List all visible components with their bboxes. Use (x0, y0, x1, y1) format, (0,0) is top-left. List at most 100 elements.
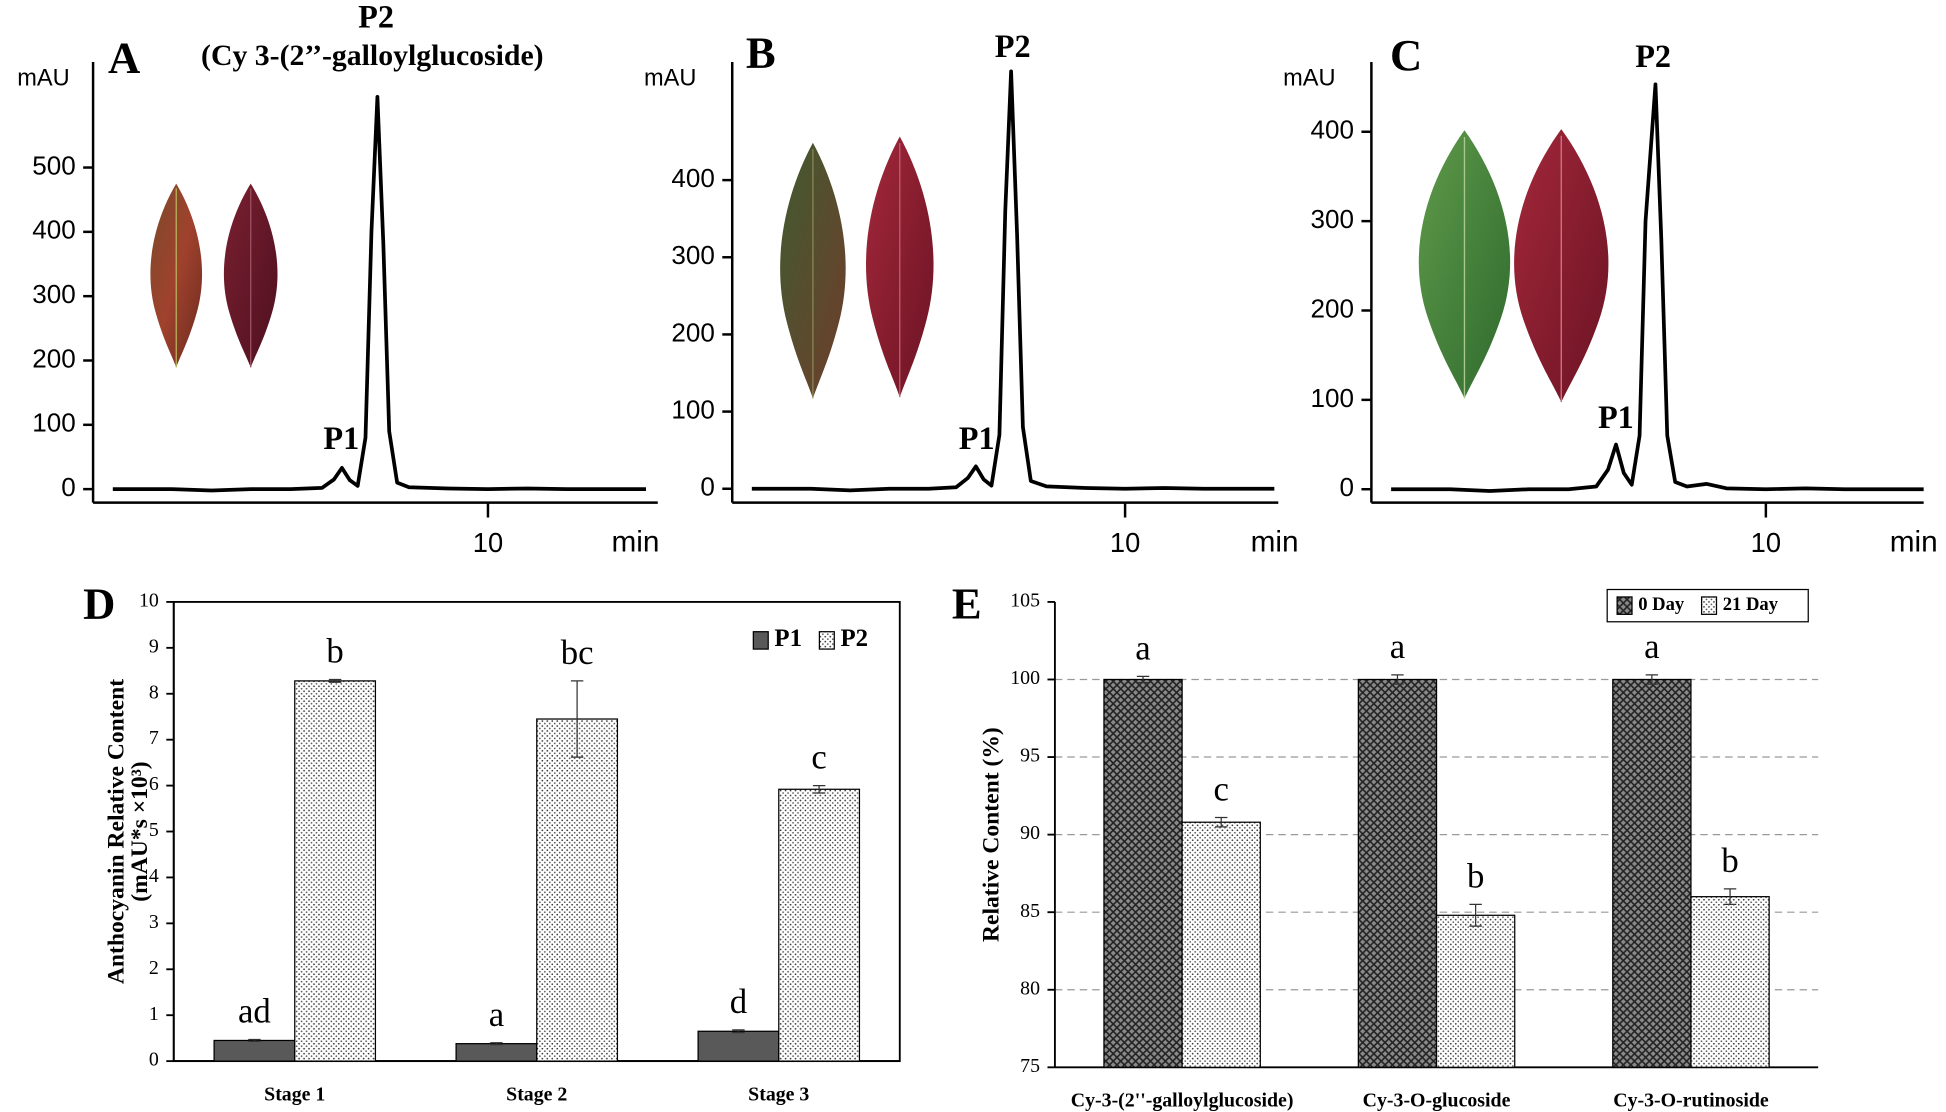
y-tick-label: 10 (139, 589, 159, 611)
y-tick-label: 1 (149, 1003, 159, 1025)
y-tick-label: 100 (671, 394, 714, 424)
significance-letter: a (1644, 627, 1659, 666)
significance-letter: ad (238, 992, 271, 1031)
significance-letter: c (1213, 770, 1228, 809)
y-tick-label: 75 (1020, 1055, 1040, 1077)
peak-label: P2 (358, 0, 394, 34)
significance-letter: d (730, 982, 747, 1021)
y-tick-label: 0 (61, 472, 76, 502)
error-bar (1723, 888, 1737, 906)
y-tick-label: 300 (671, 240, 714, 270)
significance-letter: b (326, 632, 343, 671)
x-axis-label: min (611, 525, 659, 558)
y-tick-label: 80 (1020, 977, 1040, 999)
error-bar (1391, 674, 1404, 685)
bar (1103, 678, 1183, 1068)
legend-label: 21 Day (1723, 594, 1779, 615)
y-tick-label: 2 (149, 957, 159, 979)
y-tick-label: 200 (1311, 293, 1354, 323)
bar (536, 718, 619, 1062)
y-tick-label: 95 (1020, 745, 1040, 767)
y-tick-label: 100 (32, 408, 75, 438)
panel-label: E (952, 578, 982, 628)
error-bar (812, 784, 826, 794)
leaf-photos (150, 129, 1609, 403)
y-axis-title: (mAU*s ×10³) (127, 761, 153, 901)
error-bar (732, 1029, 745, 1034)
significance-letter: b (1721, 841, 1738, 880)
y-axis-label: mAU (17, 65, 69, 91)
panel-label: A (108, 32, 140, 82)
legend-swatch (1616, 596, 1633, 615)
significance-letter: a (489, 995, 504, 1034)
y-tick-label: 400 (32, 215, 75, 245)
x-tick-label: Stage 3 (748, 1083, 809, 1105)
chromatogram-line (1391, 82, 1924, 493)
y-tick-label: 300 (32, 279, 75, 309)
y-tick-label: 400 (1311, 115, 1354, 145)
error-bar (328, 678, 342, 683)
peak-label: P1 (323, 420, 359, 456)
bar (1357, 678, 1438, 1068)
x-tick-label: Cy-3-(2''-galloylglucoside) (1071, 1090, 1294, 1112)
bar (778, 788, 861, 1062)
x-tick-label: Stage 2 (506, 1083, 567, 1105)
y-tick-label: 200 (32, 343, 75, 373)
y-tick-label: 90 (1020, 822, 1040, 844)
y-tick-label: 200 (671, 317, 714, 347)
error-bar (248, 1038, 261, 1042)
x-tick-label: 10 (1110, 527, 1140, 558)
legend-label: P1 (774, 625, 802, 652)
x-tick-label: Cy-3-O-rutinoside (1613, 1090, 1769, 1112)
bar (1612, 678, 1692, 1068)
significance-letter: a (1390, 627, 1405, 666)
y-tick-label: 7 (149, 727, 159, 749)
y-tick-label: 4 (149, 865, 159, 887)
peak-annotation: (Cy 3-(2’’-galloylglucoside) (201, 39, 544, 72)
y-tick-label: 400 (671, 163, 714, 193)
bar (1690, 896, 1770, 1068)
error-bar (570, 680, 584, 758)
peak-label: P1 (959, 420, 995, 456)
y-axis-title: Anthocyanin Relative Content (103, 679, 129, 984)
significance-letter: b (1467, 857, 1484, 896)
bar (1181, 821, 1261, 1068)
y-tick-label: 9 (149, 635, 159, 657)
panel-label: C (1390, 30, 1422, 80)
y-tick-label: 8 (149, 681, 159, 703)
legend-label: P2 (840, 625, 868, 652)
y-tick-label: 500 (32, 150, 75, 180)
x-axis-label: min (1251, 525, 1299, 558)
peak-label: P2 (1635, 38, 1671, 74)
panel-label: B (746, 27, 776, 77)
y-axis-label: mAU (644, 65, 696, 91)
legend-swatch (818, 631, 835, 650)
error-bar (1645, 674, 1659, 685)
y-tick-label: 3 (149, 911, 159, 933)
x-tick-label: Cy-3-O-glucoside (1363, 1090, 1511, 1112)
y-tick-label: 300 (1311, 204, 1354, 234)
significance-letter: c (811, 738, 826, 777)
legend-swatch (752, 631, 769, 650)
chromatogram-line (112, 94, 646, 493)
legend-label: 0 Day (1638, 594, 1685, 615)
y-tick-label: 6 (149, 773, 159, 795)
y-tick-label: 100 (1010, 667, 1040, 689)
bar (697, 1030, 780, 1062)
peak-label: P1 (1598, 399, 1634, 435)
panel-label: D (83, 578, 115, 628)
y-tick-label: 0 (149, 1049, 159, 1071)
y-tick-label: 105 (1010, 589, 1040, 611)
y-tick-label: 85 (1020, 900, 1040, 922)
y-tick-label: 0 (700, 472, 715, 502)
bar (294, 680, 377, 1062)
x-axis-label: min (1890, 525, 1938, 558)
x-tick-label: Stage 1 (264, 1083, 325, 1105)
bar (1435, 914, 1516, 1068)
x-tick-label: 10 (473, 527, 503, 558)
y-tick-label: 0 (1340, 472, 1355, 502)
error-bar (1136, 675, 1150, 684)
bar (213, 1039, 296, 1062)
chromatogram-line (751, 69, 1275, 493)
